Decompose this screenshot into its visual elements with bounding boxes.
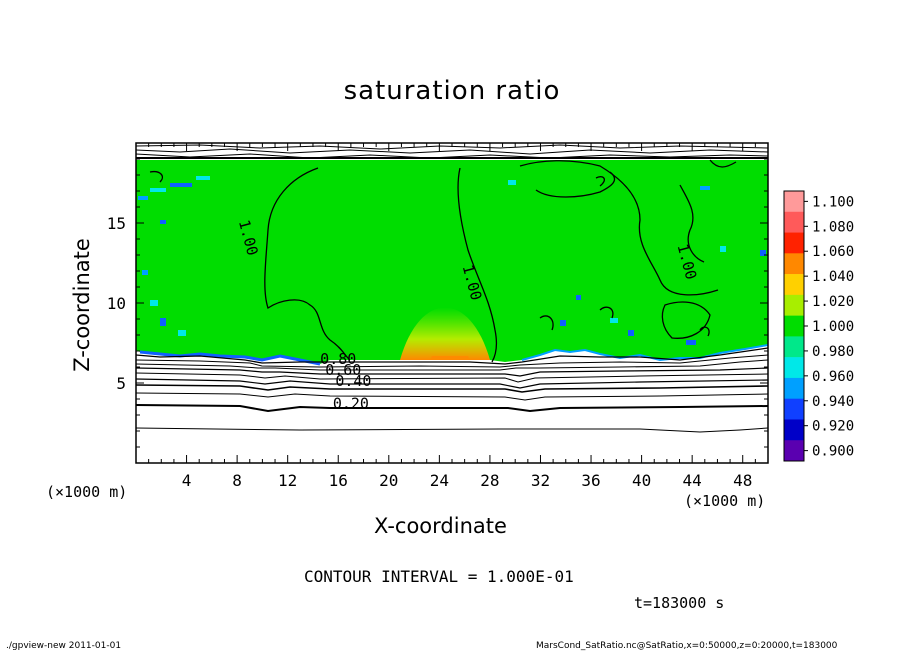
x-tick-label: 48 — [733, 471, 752, 490]
colorbar-swatch — [784, 274, 804, 296]
colorbar-swatch — [784, 294, 804, 316]
x-tick-label: 4 — [182, 471, 192, 490]
x-tick-label: 36 — [581, 471, 600, 490]
x-tick-label: 12 — [278, 471, 297, 490]
contour-label: 0.20 — [333, 395, 369, 413]
colorbar-label: 0.980 — [812, 344, 854, 360]
plot-area — [136, 143, 768, 463]
colorbar-swatch — [784, 191, 804, 213]
y-tick-label: 5 — [116, 374, 126, 393]
x-tick-label: 40 — [632, 471, 651, 490]
colorbar-swatch — [784, 357, 804, 379]
colorbar-swatch — [784, 253, 804, 275]
x-axis-label: X-coordinate — [374, 514, 507, 538]
edge-speckles — [138, 176, 766, 345]
y-tick-label: 15 — [107, 214, 126, 233]
x-tick-label: 24 — [430, 471, 449, 490]
x-tick-label: 28 — [480, 471, 499, 490]
chart-title: saturation ratio — [343, 76, 561, 106]
colorbar: 1.100 1.080 1.060 1.040 1.020 1.000 0.980 0.960… — [783, 190, 854, 462]
x-tick-label: 44 — [683, 471, 702, 490]
colorbar-swatch — [784, 398, 804, 420]
y-axis: 5 10 15 — [107, 158, 768, 448]
x-axis: 4 8 12 16 20 24 28 32 36 40 44 48 — [148, 143, 756, 490]
colorbar-swatch — [784, 440, 804, 462]
saturation-peak — [430, 356, 470, 360]
contour-label: 0.80 — [320, 350, 356, 368]
x-tick-label: 16 — [329, 471, 348, 490]
y-tick-label: 10 — [107, 294, 126, 313]
contour-label: 0.40 — [335, 372, 371, 390]
colorbar-label: 1.000 — [812, 319, 854, 335]
colorbar-label: 0.960 — [812, 369, 854, 385]
colorbar-label: 1.100 — [812, 194, 854, 210]
x-tick-label: 20 — [379, 471, 398, 490]
x-tick-label: 32 — [531, 471, 550, 490]
colorbar-swatch — [784, 419, 804, 441]
top-contour-band — [136, 144, 768, 159]
saturation-field — [136, 160, 768, 364]
saturation-maximum — [400, 307, 490, 360]
subsaturation-fringe — [139, 350, 321, 366]
colorbar-swatch — [784, 336, 804, 358]
contour-lines-lower — [136, 347, 768, 433]
colorbar-label: 1.020 — [812, 294, 854, 310]
y-axis-label: Z-coordinate — [70, 238, 94, 372]
colorbar-label: 0.920 — [812, 419, 854, 435]
colorbar-swatch — [784, 377, 804, 399]
colorbar-swatch — [784, 211, 804, 233]
colorbar-swatch — [784, 315, 804, 337]
colorbar-label: 0.900 — [812, 444, 854, 460]
x-unit-label-left: (×1000 m) — [46, 483, 128, 501]
footer-right: MarsCond_SatRatio.nc@SatRatio,x=0:50000,… — [536, 641, 838, 651]
x-tick-label: 8 — [232, 471, 242, 490]
contour-label: 0.60 — [325, 361, 361, 379]
footer-left: ./gpview-new 2011-01-01 — [6, 641, 122, 651]
colorbar-label: 1.040 — [812, 269, 854, 285]
colorbar-label: 1.080 — [812, 219, 854, 235]
colorbar-label: 0.940 — [812, 394, 854, 410]
contour-interval-note: CONTOUR INTERVAL = 1.000E-01 — [304, 567, 574, 586]
x-unit-label-right: (×1000 m) — [684, 492, 766, 510]
time-label: t=183000 s — [634, 594, 725, 612]
contour-lines-1.00 — [149, 159, 737, 363]
colorbar-label: 1.060 — [812, 244, 854, 260]
colorbar-swatch — [784, 232, 804, 254]
